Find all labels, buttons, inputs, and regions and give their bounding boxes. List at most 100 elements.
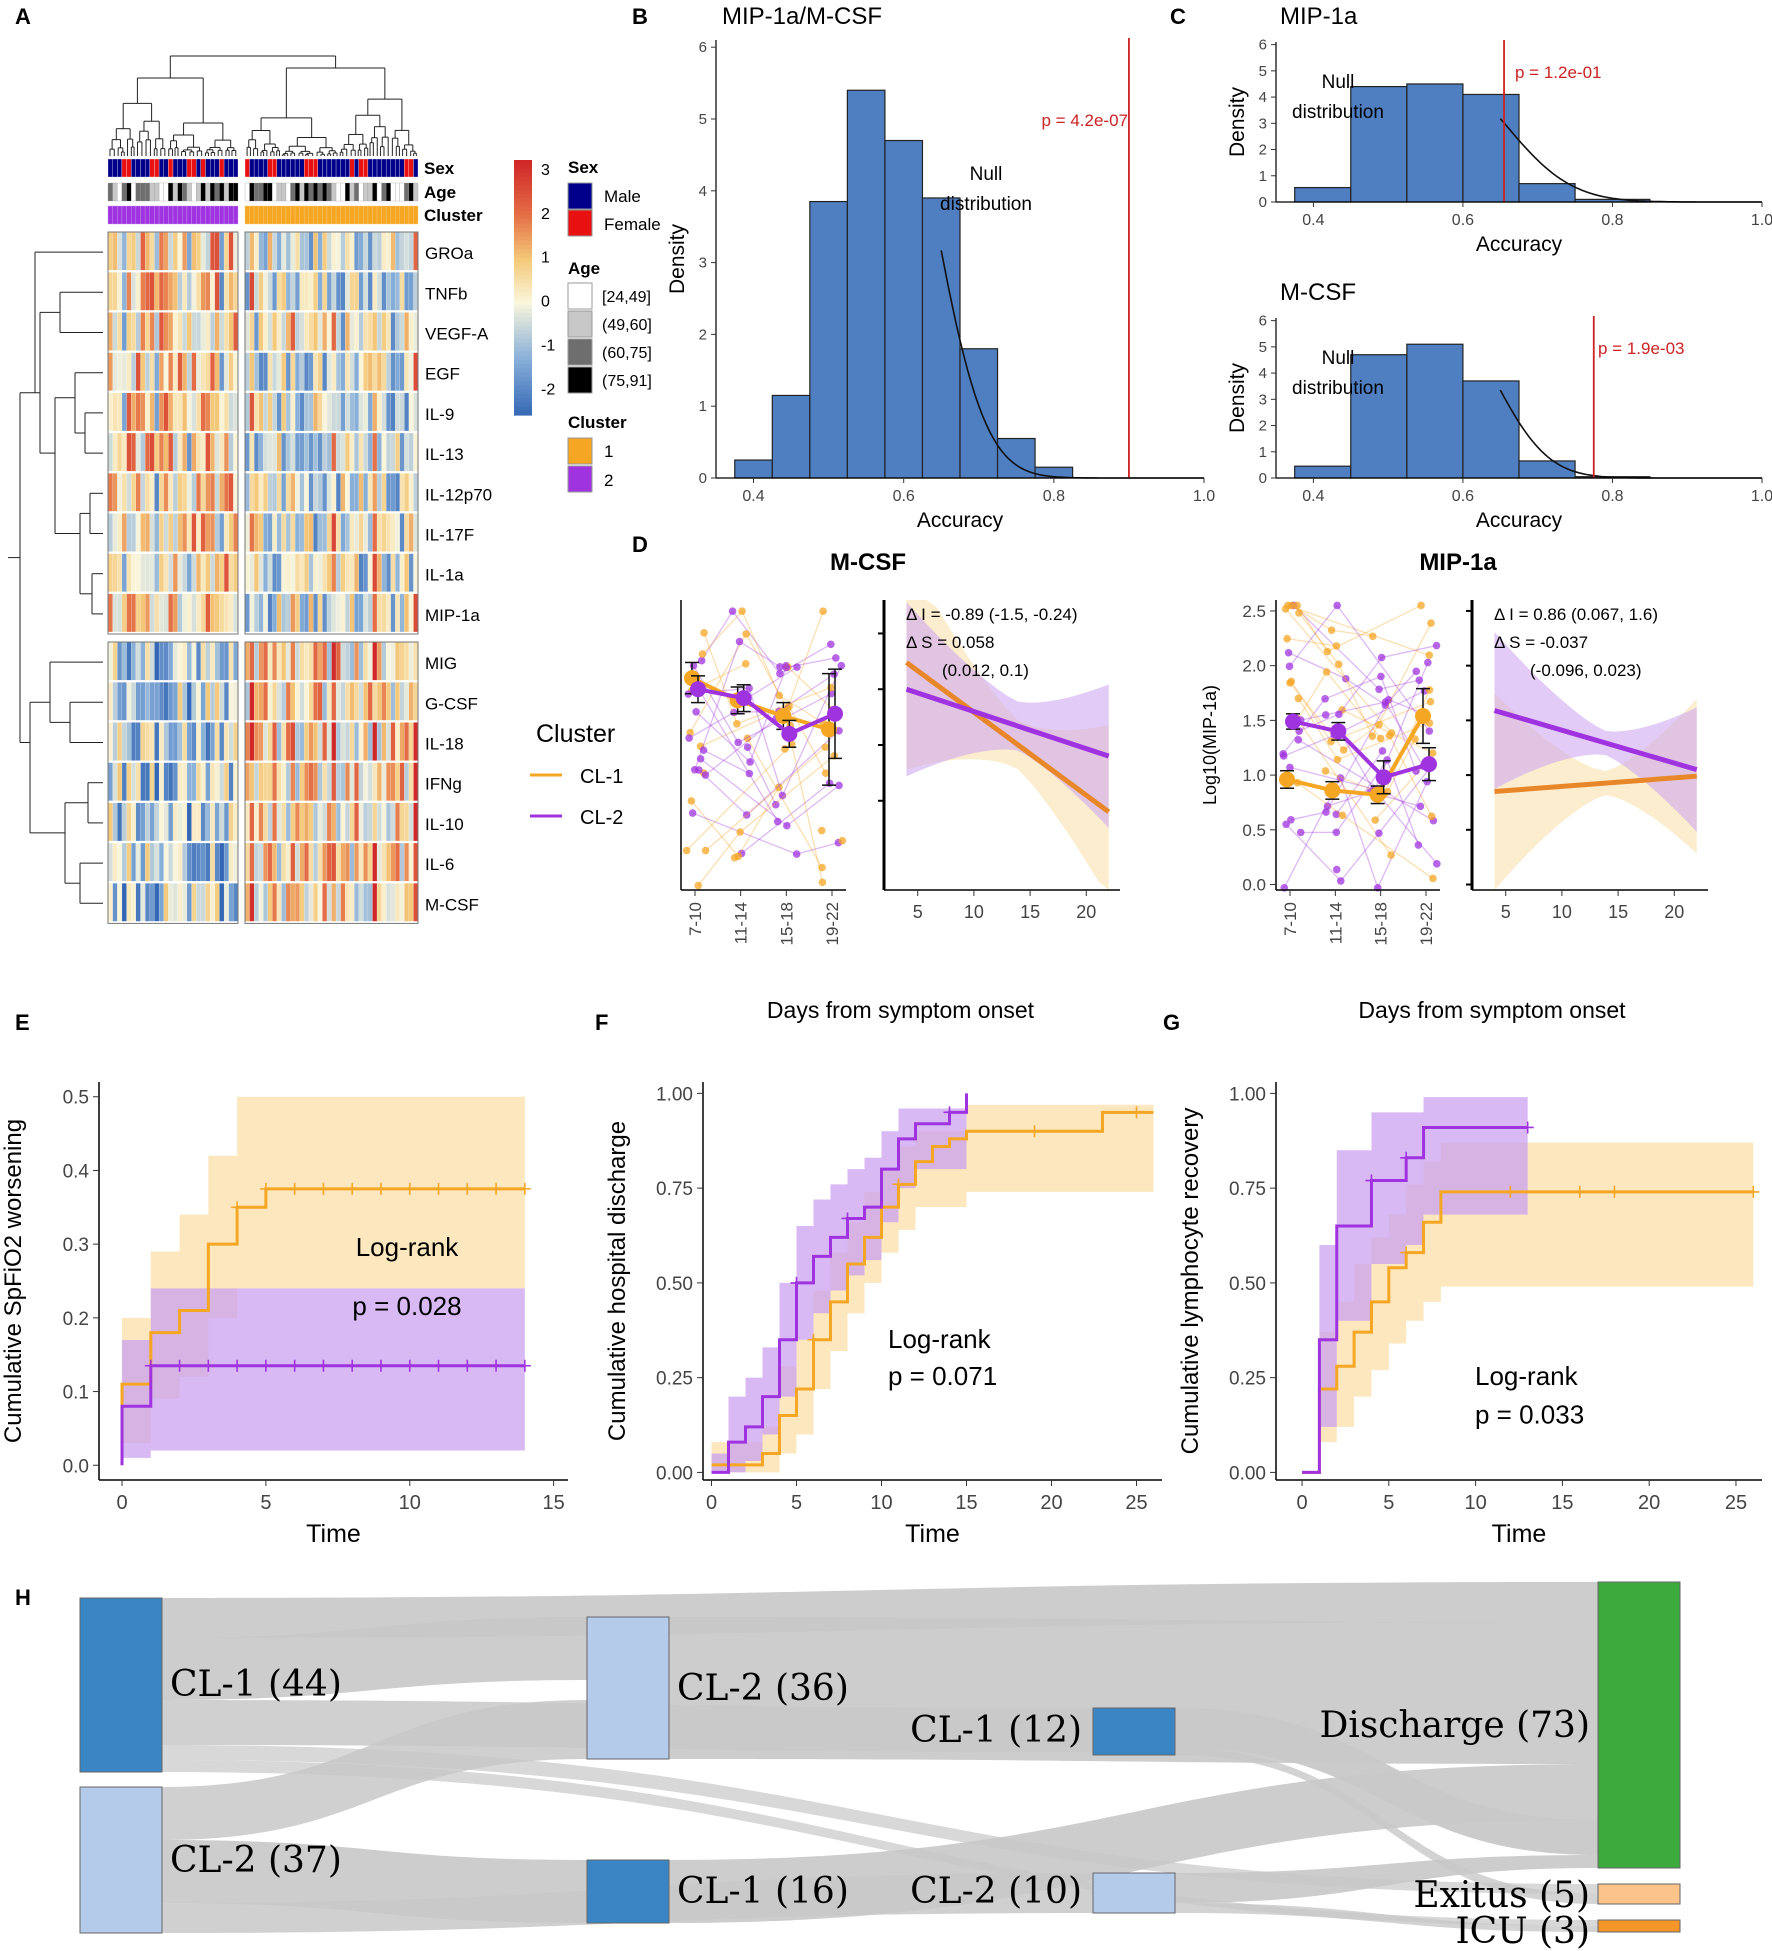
x-axis-label: Time: [1492, 1520, 1547, 1548]
heatmap-cell: [210, 432, 216, 472]
heatmap-cell: [258, 553, 264, 592]
y-tick-label: 6: [1259, 313, 1267, 330]
heatmap-cell: [281, 312, 287, 351]
heatmap-cell: [135, 312, 142, 351]
trajectory-point: [695, 766, 703, 774]
colorbar-step: [514, 223, 532, 229]
heatmap-cell: [340, 432, 346, 472]
cluster-cell: [140, 205, 146, 225]
heatmap-cell: [381, 641, 387, 681]
y-tick-label: 1: [1259, 168, 1267, 185]
heatmap-cell: [219, 682, 225, 721]
colorbar-step: [514, 381, 532, 386]
colorbar-step: [514, 300, 532, 306]
trajectory-line: [703, 749, 750, 775]
heatmap-cell: [186, 432, 193, 472]
heatmap-cell: [205, 473, 211, 512]
trajectory-point: [698, 650, 707, 658]
heatmap-cell: [290, 842, 296, 882]
heatmap-cell: [172, 513, 179, 552]
sankey-node: [79, 1597, 163, 1773]
heatmap-cell: [200, 641, 207, 681]
heatmap-cell: [219, 842, 225, 882]
heatmap-cell: [304, 842, 310, 882]
heatmap-cell: [354, 392, 360, 432]
heatmap-cell: [177, 432, 183, 472]
heatmap-cell: [168, 641, 174, 681]
heatmap-cell: [228, 802, 234, 842]
heatmap-cell: [399, 593, 405, 633]
heatmap-cell: [326, 312, 333, 351]
heatmap-cell: [168, 473, 174, 512]
trajectory-point: [696, 754, 705, 763]
cluster-cell: [413, 205, 419, 225]
heatmap-cell: [367, 722, 373, 761]
heatmap-cell: [317, 883, 323, 922]
heatmap-cell: [154, 842, 160, 882]
heatmap-cell: [308, 593, 314, 633]
heatmap-cell: [340, 762, 346, 801]
heatmap-cell: [281, 593, 287, 633]
trajectory-point: [827, 640, 835, 649]
y-tick-label: 0.4: [63, 1161, 90, 1182]
heatmap-block-border: [107, 231, 239, 635]
trajectory-point: [699, 746, 708, 754]
heatmap-cell: [131, 682, 137, 721]
heatmap-cell: [358, 272, 364, 311]
heatmap-cell: [386, 473, 392, 512]
age-cell: [149, 182, 155, 202]
heatmap-cell: [372, 352, 378, 391]
heatmap-cell: [249, 762, 255, 801]
p-value-label: p = 1.9e-03: [1598, 339, 1685, 358]
heatmap-cell: [335, 842, 342, 882]
age-cell: [131, 182, 137, 202]
heatmap-cell: [322, 682, 328, 721]
heatmap-cell: [358, 553, 364, 592]
heatmap-cell: [317, 272, 323, 311]
legend-age-item: [24,49]: [602, 289, 651, 306]
heatmap-cell: [381, 802, 387, 842]
km-confidence-band: [122, 1096, 525, 1444]
heatmap-cell: [163, 231, 169, 271]
heatmap-cell: [399, 352, 405, 391]
age-cell: [140, 182, 146, 202]
heatmap-cell: [349, 593, 355, 633]
censor-mark: [1400, 1151, 1413, 1164]
heatmap-cell: [121, 352, 128, 391]
colorbar-step: [514, 164, 532, 170]
heatmap-cell: [304, 432, 310, 472]
heatmap-cell: [313, 682, 319, 721]
heatmap-cell: [376, 883, 383, 922]
heatmap-cell: [299, 312, 305, 351]
heatmap-cell: [299, 553, 305, 592]
heatmap-cell: [126, 392, 132, 432]
heatmap-cell: [386, 231, 392, 271]
trajectory-point: [1339, 746, 1348, 754]
heatmap-cell: [210, 392, 216, 432]
heatmap-cell: [285, 842, 292, 882]
heatmap-cell: [381, 883, 387, 922]
heatmap-cell: [182, 272, 188, 311]
cluster-cell: [154, 205, 160, 225]
heatmap-cell: [223, 231, 230, 271]
trajectory-point: [1338, 811, 1347, 820]
heatmap-cell: [145, 762, 151, 801]
sex-cell: [131, 158, 137, 178]
sex-cell: [349, 158, 355, 178]
heatmap-cell: [304, 272, 310, 311]
panel-letter-e: E: [15, 1010, 30, 1035]
legend-age-swatch: [567, 310, 593, 338]
heatmap-cell: [121, 553, 128, 592]
heatmap-cell: [331, 272, 337, 311]
heatmap-cell: [117, 883, 123, 922]
heatmap-row: [107, 883, 419, 922]
heatmap-cell: [349, 432, 355, 472]
trajectory-line: [688, 673, 835, 739]
heatmap-cell: [349, 802, 355, 842]
heatmap-cell: [263, 762, 269, 801]
heatmap-cell: [126, 722, 132, 761]
heatmap-cell: [340, 802, 346, 842]
heatmap-cell: [349, 553, 355, 592]
heatmap-cell: [191, 722, 197, 761]
heatmap-cell: [182, 473, 188, 512]
